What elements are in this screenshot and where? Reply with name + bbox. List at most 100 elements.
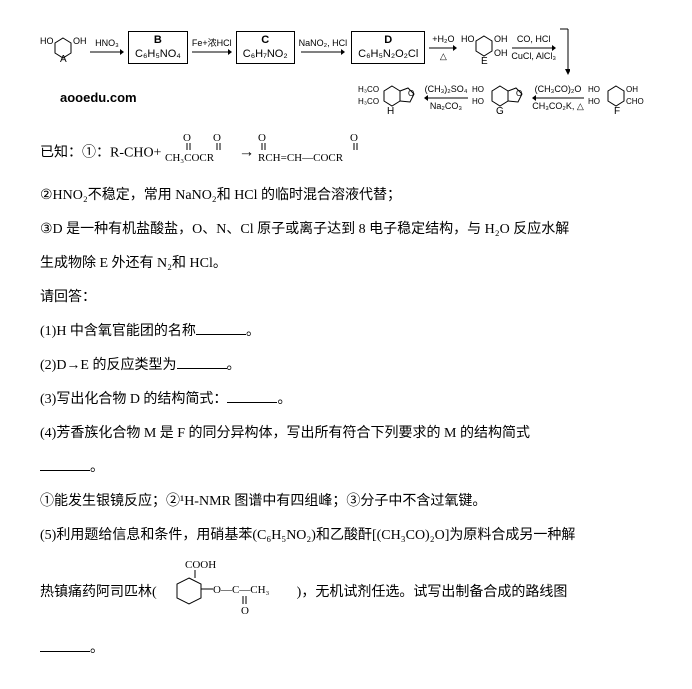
q1-period: 。 <box>246 324 260 339</box>
compound-E: HO OH OH E <box>461 32 507 64</box>
reagent-r2-1-top: (CH₃)₂SO₄ <box>425 85 468 94</box>
q3-text: (3)写出化合物 D 的结构简式： <box>40 392 227 407</box>
question-5a: (5)利用题给信息和条件，用硝基苯(C₆H₅NO₂)和乙酸酐[(CH₃CO)₂O… <box>40 522 652 550</box>
q3-blank[interactable] <box>227 388 277 403</box>
svg-text:COOH: COOH <box>185 559 216 571</box>
benzene-E-icon: HO OH OH E <box>461 32 507 64</box>
svg-text:OH: OH <box>494 48 507 58</box>
compound-B-label: B <box>135 34 181 47</box>
svg-text:RCH=CH—COCR: RCH=CH—COCR <box>258 152 344 164</box>
svg-text:HO: HO <box>588 85 600 94</box>
known-line-3b: 生成物除 E 外还有 N₂和 HCl。 <box>40 250 652 278</box>
question-4a: (4)芳香族化合物 M 是 F 的同分异构体，写出所有符合下列要求的 M 的结构… <box>40 420 652 448</box>
known-line-3a: ③D 是一种有机盐酸盐，O、N、Cl 原子或离子达到 8 电子稳定结构，与 H₂… <box>40 216 652 244</box>
svg-text:O: O <box>213 132 221 144</box>
svg-text:HO: HO <box>472 85 484 94</box>
arrow-D-E: +H₂O △ <box>429 35 457 61</box>
corner-down-icon <box>560 25 570 75</box>
arrow-A-B: HNO₃ <box>90 39 124 56</box>
svg-text:A: A <box>60 54 67 62</box>
known-header: 已知：①：R-CHO+ <box>40 146 161 161</box>
scheme-row-1: HO OH A HNO₃ B C₆H₅NO₄ Fe+浓HCl C C₆H₇NO₂… <box>40 20 652 75</box>
known-reagent: O O CH₃COCR <box>165 131 235 176</box>
question-2: (2)D→E 的反应类型为 。 <box>40 352 652 380</box>
arrow-E-F: CO, HCl CuCl, AlCl₃ <box>511 35 556 61</box>
reagent-5-top: CO, HCl <box>517 35 551 44</box>
svg-text:HO: HO <box>461 34 475 44</box>
compound-D-label: D <box>358 34 418 47</box>
reagent-2: Fe+浓HCl <box>192 39 232 48</box>
compound-C-formula: C₆H₇NO₂ <box>243 48 288 61</box>
q5-period: 。 <box>90 641 104 656</box>
q2-period: 。 <box>227 358 241 373</box>
reaction-scheme: HO OH A HNO₃ B C₆H₅NO₄ Fe+浓HCl C C₆H₇NO₂… <box>40 20 652 121</box>
q5b-left: 热镇痛药阿司匹林( <box>40 579 157 607</box>
question-5b: 热镇痛药阿司匹林( COOH O—C—CH₃ O )，无机试剂任选。试写出制备合… <box>40 556 652 629</box>
question-4-blank-row: 。 <box>40 454 652 482</box>
reagent-5-bot: CuCl, AlCl₃ <box>511 52 556 61</box>
arrow-B-C: Fe+浓HCl <box>192 39 232 56</box>
compound-C-box: C C₆H₇NO₂ <box>236 31 295 63</box>
svg-text:H₃CO: H₃CO <box>358 97 379 106</box>
svg-text:O: O <box>183 132 191 144</box>
svg-text:F: F <box>614 106 620 114</box>
reagent-r2-2-bot: CH₃CO₂K, △ <box>532 102 584 111</box>
compound-B-box: B C₆H₅NO₄ <box>128 31 188 63</box>
svg-text:O: O <box>408 89 414 98</box>
compound-D-formula: C₆H₅N₂O₂Cl <box>358 48 418 61</box>
q5-blank[interactable] <box>40 637 90 652</box>
svg-text:H₃CO: H₃CO <box>358 85 379 94</box>
reagent-3: NaNO₂, HCl <box>299 39 348 48</box>
question-1: (1)H 中含氧官能团的名称 。 <box>40 318 652 346</box>
question-3: (3)写出化合物 D 的结构简式： 。 <box>40 386 652 414</box>
svg-text:E: E <box>481 56 488 64</box>
aspirin-icon: COOH O—C—CH₃ O <box>157 556 297 618</box>
aspirin-structure: COOH O—C—CH₃ O <box>157 556 297 629</box>
reagent-4-bot: △ <box>440 52 447 61</box>
q2-blank[interactable] <box>177 354 227 369</box>
q1-blank[interactable] <box>196 320 246 335</box>
svg-text:O: O <box>516 89 522 98</box>
svg-text:OH: OH <box>73 36 86 46</box>
struct-F-icon: HO HO OH CHO F <box>588 82 652 114</box>
svg-text:O: O <box>350 132 358 144</box>
known-product: O O RCH=CH—COCR <box>258 131 378 176</box>
svg-text:CH₃COCR: CH₃COCR <box>165 152 215 164</box>
arrow-F-G: (CH₃CO)₂O CH₃CO₂K, △ <box>532 85 584 111</box>
svg-text:HO: HO <box>588 97 600 106</box>
svg-text:HO: HO <box>472 97 484 106</box>
svg-text:O: O <box>241 605 249 617</box>
answer-header: 请回答： <box>40 284 652 312</box>
q2-text: (2)D→E 的反应类型为 <box>40 358 177 373</box>
compound-D-box: D C₆H₅N₂O₂Cl <box>351 31 425 63</box>
question-5-blank-row: 。 <box>40 635 652 663</box>
compound-B-formula: C₆H₅NO₄ <box>135 48 181 61</box>
watermark: aooedu.com <box>60 85 137 111</box>
compound-C-label: C <box>243 34 288 47</box>
compound-F: HO HO OH CHO F <box>588 82 652 114</box>
known-line-1: 已知：①：R-CHO+ OO CH₃COCR → OO RCH=CH—COCR <box>40 131 652 176</box>
compound-A: HO OH A <box>40 34 86 62</box>
q5b-right: )，无机试剂任选。试写出制备合成的路线图 <box>297 579 568 607</box>
svg-text:OH: OH <box>494 34 507 44</box>
reagent-1: HNO₃ <box>95 39 119 48</box>
svg-text:OH: OH <box>626 85 638 94</box>
struct-G-icon: HO HO O G <box>472 82 528 114</box>
struct-H-icon: H₃CO H₃CO O H <box>358 82 420 114</box>
q4-period: 。 <box>90 460 104 475</box>
svg-text:O—C—CH₃: O—C—CH₃ <box>213 584 270 596</box>
q4-blank[interactable] <box>40 456 90 471</box>
svg-text:G: G <box>496 106 504 114</box>
known-line-2: ②HNO₂不稳定，常用 NaNO₂和 HCl 的临时混合溶液代替； <box>40 182 652 210</box>
svg-text:CHO: CHO <box>626 97 644 106</box>
svg-text:O: O <box>258 132 266 144</box>
reagent-4-top: +H₂O <box>432 35 454 44</box>
arrow-G-H: (CH₃)₂SO₄ Na₂CO₃ <box>424 85 468 111</box>
q3-period: 。 <box>277 392 291 407</box>
scheme-row-2: H₃CO H₃CO O H (CH₃)₂SO₄ Na₂CO₃ HO HO <box>358 82 652 114</box>
svg-text:HO: HO <box>40 36 54 46</box>
q1-text: (1)H 中含氧官能团的名称 <box>40 324 196 339</box>
reagent-r2-2-top: (CH₃CO)₂O <box>535 85 582 94</box>
compound-H: H₃CO H₃CO O H <box>358 82 420 114</box>
compound-G: HO HO O G <box>472 82 528 114</box>
